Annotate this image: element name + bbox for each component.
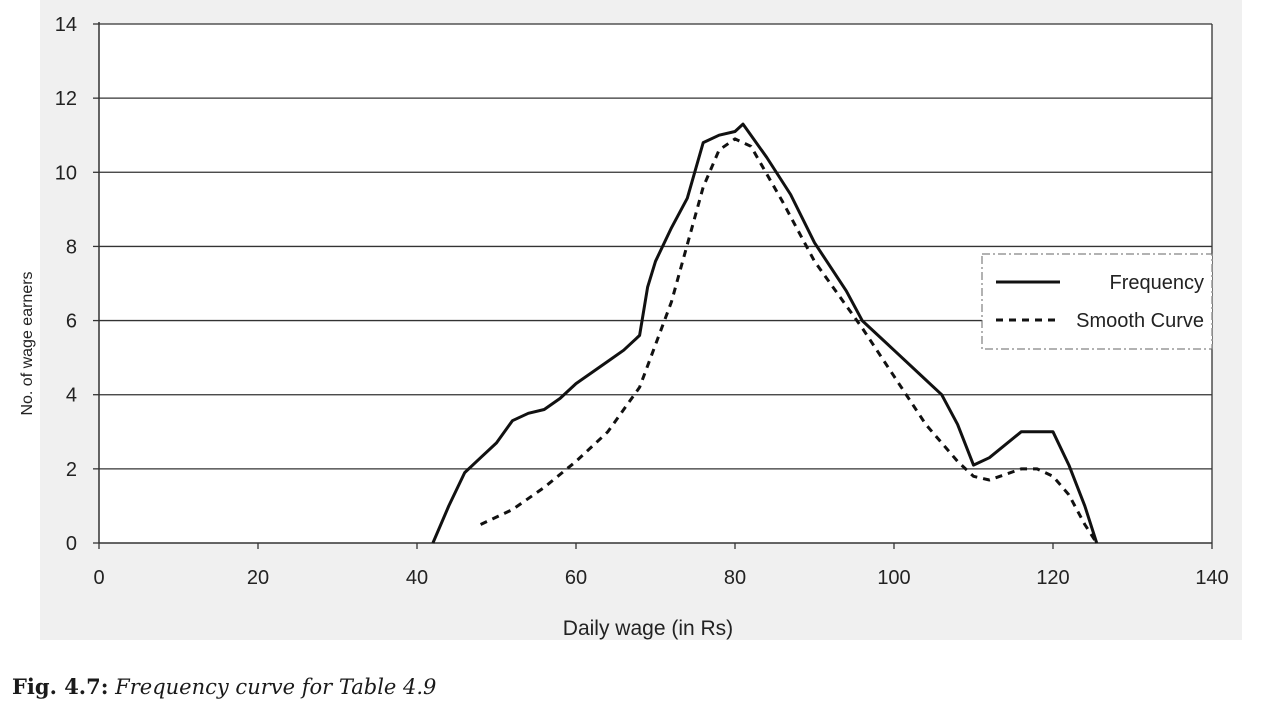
x-tick-label: 60 xyxy=(565,567,587,589)
legend-label: Frequency xyxy=(1110,272,1205,294)
y-axis-title: No. of wage earners xyxy=(19,271,36,415)
y-tick-label: 14 xyxy=(55,14,77,36)
x-tick-label: 40 xyxy=(406,567,428,589)
x-tick-label: 140 xyxy=(1195,567,1228,589)
figure-caption: Fig. 4.7: Frequency curve for Table 4.9 xyxy=(12,674,436,699)
y-tick-label: 12 xyxy=(55,88,77,110)
x-axis-title: Daily wage (in Rs) xyxy=(563,617,733,640)
legend-box xyxy=(981,253,1213,350)
x-tick-label: 0 xyxy=(93,567,104,589)
series-line-frequency xyxy=(431,122,1099,544)
y-tick-label: 0 xyxy=(66,533,77,555)
x-tick-label: 80 xyxy=(724,567,746,589)
caption-label: Fig. 4.7: xyxy=(12,674,109,699)
y-tick-label: 6 xyxy=(66,311,77,333)
x-tick-label: 120 xyxy=(1036,567,1069,589)
series-line-smooth-curve xyxy=(479,137,1098,544)
x-tick-label: 100 xyxy=(877,567,910,589)
legend-label: Smooth Curve xyxy=(1076,310,1204,332)
y-tick-label: 2 xyxy=(66,459,77,481)
x-tick-label: 20 xyxy=(247,567,269,589)
y-tick-label: 8 xyxy=(66,236,77,258)
y-tick-label: 10 xyxy=(55,162,77,184)
caption-text: Frequency curve for Table 4.9 xyxy=(115,675,437,699)
y-tick-label: 4 xyxy=(66,385,77,407)
